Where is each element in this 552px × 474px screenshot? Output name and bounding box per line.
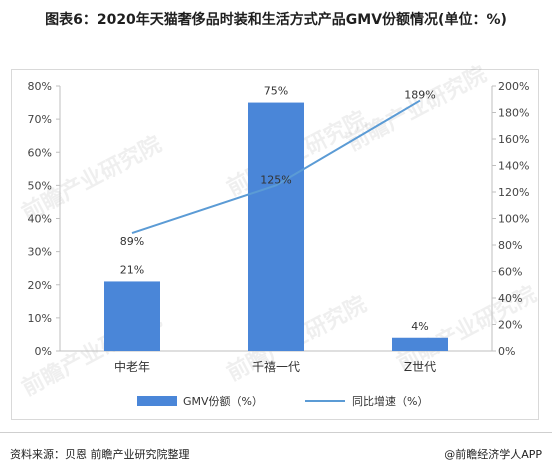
chart-title: 图表6：2020年天猫奢侈品时装和生活方式产品GMV份额情况(单位：%)	[45, 12, 507, 28]
y-right-tick-label: 160%	[498, 133, 529, 146]
line-point-label: 189%	[404, 89, 435, 102]
source-note: 资料来源：贝恩 前瞻产业研究院整理	[10, 448, 190, 461]
line-point-label: 125%	[260, 173, 291, 186]
footer-divider	[0, 432, 552, 433]
bar-value-label: 4%	[411, 320, 428, 333]
y-left-tick-label: 10%	[28, 312, 52, 325]
y-right-tick-label: 60%	[498, 266, 522, 279]
y-left-tick-label: 60%	[28, 146, 52, 159]
brand-credit: @前瞻经济学人APP	[444, 448, 542, 461]
y-right-tick-label: 140%	[498, 160, 529, 173]
y-left-tick-label: 70%	[28, 113, 52, 126]
legend-bar-swatch	[137, 396, 177, 406]
legend-line-label: 同比增速（%）	[352, 394, 428, 408]
bar	[392, 337, 448, 351]
bar-value-label: 21%	[120, 263, 144, 276]
legend-bar-label: GMV份额（%）	[183, 395, 263, 408]
x-tick-label: 千禧一代	[252, 360, 300, 374]
y-left-tick-label: 0%	[35, 345, 52, 358]
growth-line	[131, 99, 421, 235]
y-right-tick-label: 80%	[498, 239, 522, 252]
watermark-text: 前瞻产业研究院	[343, 61, 491, 156]
y-right-tick-label: 20%	[498, 319, 522, 332]
y-right-tick-label: 40%	[498, 292, 522, 305]
y-right-tick-label: 200%	[498, 80, 529, 93]
line-point-label: 89%	[120, 235, 144, 248]
bar	[248, 102, 304, 351]
x-tick-label: 中老年	[114, 359, 150, 374]
y-right-tick-label: 0%	[498, 345, 515, 358]
y-left-tick-label: 40%	[28, 213, 52, 226]
y-right-tick-label: 100%	[498, 213, 529, 226]
y-left-tick-label: 50%	[28, 179, 52, 192]
y-left-tick-label: 20%	[28, 279, 52, 292]
bar	[104, 281, 160, 351]
y-right-tick-label: 180%	[498, 107, 529, 120]
x-tick-label: Z世代	[404, 360, 436, 374]
y-right-tick-label: 120%	[498, 186, 529, 199]
bar-value-label: 75%	[264, 85, 288, 98]
y-left-tick-label: 30%	[28, 246, 52, 259]
y-left-tick-label: 80%	[28, 80, 52, 93]
